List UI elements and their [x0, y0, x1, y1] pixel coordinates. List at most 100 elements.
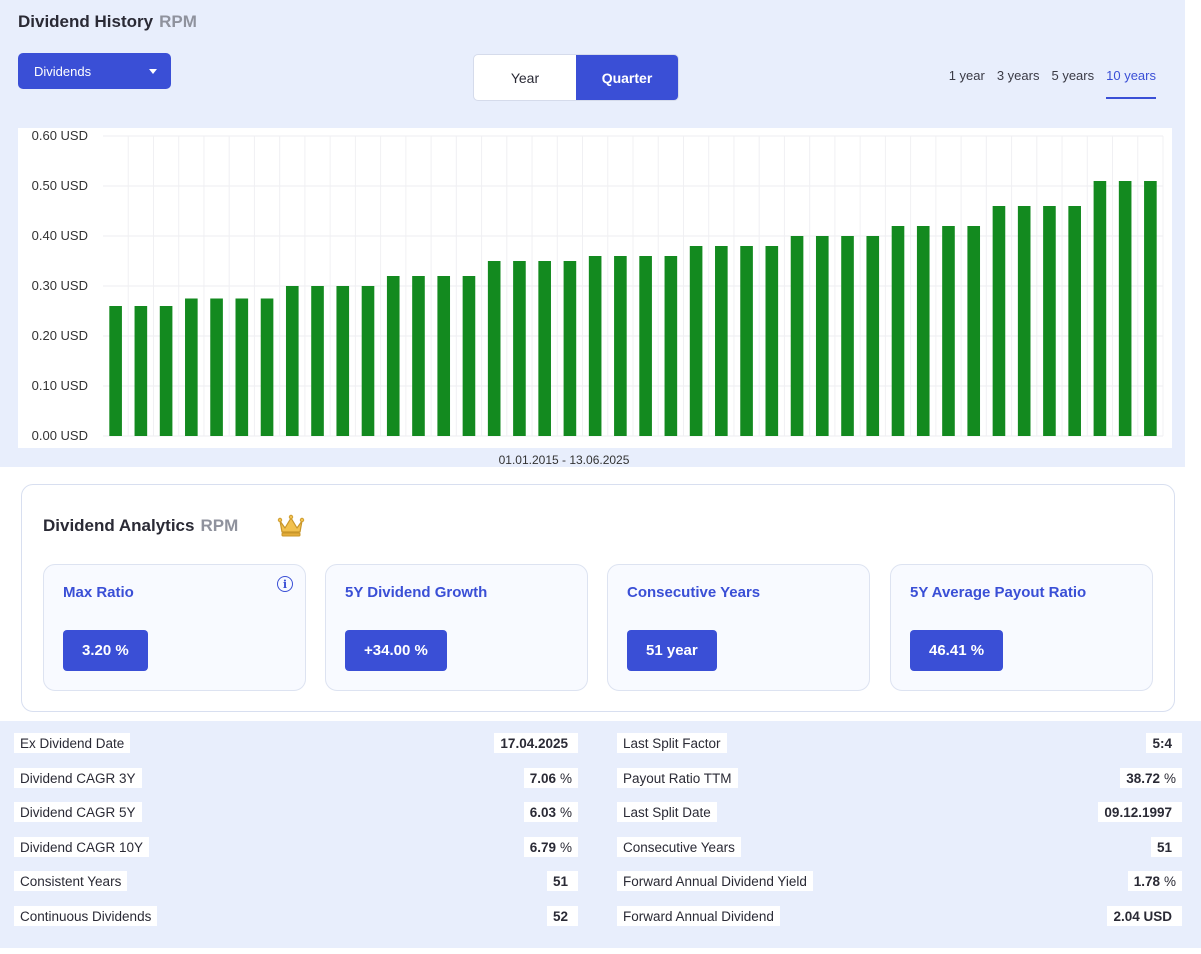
card-5y-average-payout-ratio: 5Y Average Payout Ratio 46.41 % — [890, 564, 1153, 691]
stat-value: 51 — [1150, 837, 1182, 857]
dividend-bar[interactable] — [311, 286, 324, 436]
card-value: +34.00 % — [345, 630, 447, 671]
stat-label: Forward Annual Dividend — [617, 906, 780, 926]
dividend-history-panel: Dividend History RPM Dividends Year Quart… — [0, 0, 1185, 467]
dividend-bar[interactable] — [361, 286, 375, 436]
stat-row: Consistent Years 51 — [0, 871, 580, 891]
dividend-bar[interactable] — [235, 298, 249, 437]
dividend-bar[interactable] — [538, 261, 551, 436]
chart-svg: 0.00 USD 0.10 USD 0.20 USD 0.30 USD 0.40 USD… — [32, 128, 1164, 443]
dividend-bar[interactable] — [639, 256, 652, 436]
card-label: 5Y Average Payout Ratio — [910, 584, 1087, 601]
period-quarter-button[interactable]: Quarter — [576, 55, 678, 100]
stat-label: Last Split Factor — [617, 733, 727, 753]
dividend-bar[interactable] — [462, 276, 476, 436]
stat-value: 09.12.1997 — [1098, 802, 1182, 822]
dividend-bar[interactable] — [942, 226, 955, 436]
card-max-ratio: Max Ratio i 3.20 % — [43, 564, 306, 691]
stat-value: 17.04.2025 — [494, 733, 578, 753]
dividend-bar[interactable] — [513, 261, 526, 436]
dividend-bar[interactable] — [588, 256, 602, 436]
dividend-bar[interactable] — [891, 226, 905, 436]
dividend-bar[interactable] — [967, 226, 981, 436]
stat-row: Dividend CAGR 10Y 6.79% — [0, 837, 580, 857]
dividend-bar[interactable] — [386, 276, 400, 436]
dividend-bar[interactable] — [992, 206, 1006, 436]
dividend-bar[interactable] — [866, 236, 880, 436]
dividend-bar[interactable] — [487, 261, 501, 436]
stat-row: Dividend CAGR 3Y 7.06% — [0, 768, 580, 788]
dividend-bar[interactable] — [285, 286, 299, 436]
card-5y-dividend-growth: 5Y Dividend Growth +34.00 % — [325, 564, 588, 691]
stat-label: Continuous Dividends — [14, 906, 158, 926]
stat-row: Last Split Date 09.12.1997 — [617, 802, 1182, 822]
dividend-bar[interactable] — [109, 306, 122, 436]
dividend-bar[interactable] — [185, 298, 198, 437]
dividend-bar[interactable] — [336, 286, 350, 436]
range-tab-3y[interactable]: 3 years — [996, 68, 1040, 83]
dividend-bar[interactable] — [260, 298, 274, 437]
stat-label: Payout Ratio TTM — [617, 768, 738, 788]
dividend-analytics-card: Dividend Analytics RPM Max Ratio i 3.20 %… — [21, 484, 1175, 712]
dividend-bar[interactable] — [916, 226, 930, 436]
range-tabs: 1 year 3 years 5 years 10 years — [949, 68, 1156, 99]
range-tab-5y[interactable]: 5 years — [1051, 68, 1095, 83]
stat-label: Ex Dividend Date — [14, 733, 131, 753]
dividend-bar[interactable] — [664, 256, 678, 436]
dividend-bar[interactable] — [815, 236, 829, 436]
stat-row: Ex Dividend Date 17.04.2025 — [0, 733, 580, 753]
stat-value: 2.04 USD — [1107, 906, 1182, 926]
stat-label: Dividend CAGR 10Y — [14, 837, 150, 857]
card-label: 5Y Dividend Growth — [345, 584, 488, 601]
dividend-bar[interactable] — [210, 298, 223, 437]
dividend-bar[interactable] — [1118, 181, 1132, 436]
chart-date-range: 01.01.2015 - 13.06.2025 — [498, 453, 630, 467]
dividend-bar[interactable] — [437, 276, 451, 436]
dividend-bar[interactable] — [1043, 206, 1056, 436]
period-year-button[interactable]: Year — [510, 69, 540, 86]
dividend-bar[interactable] — [1144, 181, 1157, 436]
dividend-bar[interactable] — [563, 261, 577, 436]
page-title: Dividend History RPM — [18, 12, 197, 32]
dividend-stats: Ex Dividend Date 17.04.2025 Dividend CAG… — [0, 721, 1201, 948]
dividend-bar[interactable] — [412, 276, 425, 436]
range-tab-1y[interactable]: 1 year — [948, 68, 985, 83]
crown-icon — [277, 514, 305, 537]
stat-row: Consecutive Years 51 — [617, 837, 1182, 857]
dividend-bar[interactable] — [740, 246, 753, 436]
dividend-bar[interactable] — [134, 306, 148, 436]
page-title-text: Dividend History — [18, 12, 154, 31]
y-tick-label: 0.20 USD — [32, 328, 88, 343]
stat-value: 5:4 — [1146, 733, 1182, 753]
dividend-bar[interactable] — [614, 256, 627, 436]
dividend-bar[interactable] — [715, 246, 728, 436]
dividend-bar[interactable] — [159, 306, 173, 436]
card-value: 46.41 % — [910, 630, 1004, 671]
dividend-bar[interactable] — [790, 236, 804, 436]
stat-row: Forward Annual Dividend 2.04 USD — [617, 906, 1182, 926]
dividend-bar[interactable] — [765, 246, 779, 436]
stat-value: 6.79% — [523, 837, 578, 857]
range-tab-10y[interactable]: 10 years — [1106, 68, 1156, 99]
stat-row: Forward Annual Dividend Yield 1.78% — [617, 871, 1182, 891]
dividend-bar[interactable] — [689, 246, 703, 436]
y-tick-label: 0.40 USD — [32, 228, 88, 243]
card-label: Max Ratio — [63, 584, 134, 601]
stat-value: 38.72% — [1120, 768, 1182, 788]
info-icon[interactable]: i — [277, 576, 293, 592]
stat-value: 1.78% — [1127, 871, 1182, 891]
analytics-title: Dividend Analytics RPM — [43, 516, 238, 536]
y-tick-label: 0.10 USD — [32, 378, 88, 393]
dividend-bar[interactable] — [1017, 206, 1031, 436]
metric-dropdown[interactable]: Dividends — [18, 53, 171, 89]
stat-label: Consecutive Years — [617, 837, 741, 857]
stat-label: Dividend CAGR 3Y — [14, 768, 142, 788]
y-tick-label: 0.30 USD — [32, 278, 88, 293]
dividend-bar[interactable] — [841, 236, 854, 436]
dividend-bar[interactable] — [1093, 181, 1107, 436]
stat-label: Last Split Date — [617, 802, 717, 822]
stat-label: Consistent Years — [14, 871, 128, 891]
caret-down-icon — [149, 69, 157, 74]
period-toggle: Year Quarter — [473, 54, 679, 101]
dividend-bar[interactable] — [1068, 206, 1081, 436]
